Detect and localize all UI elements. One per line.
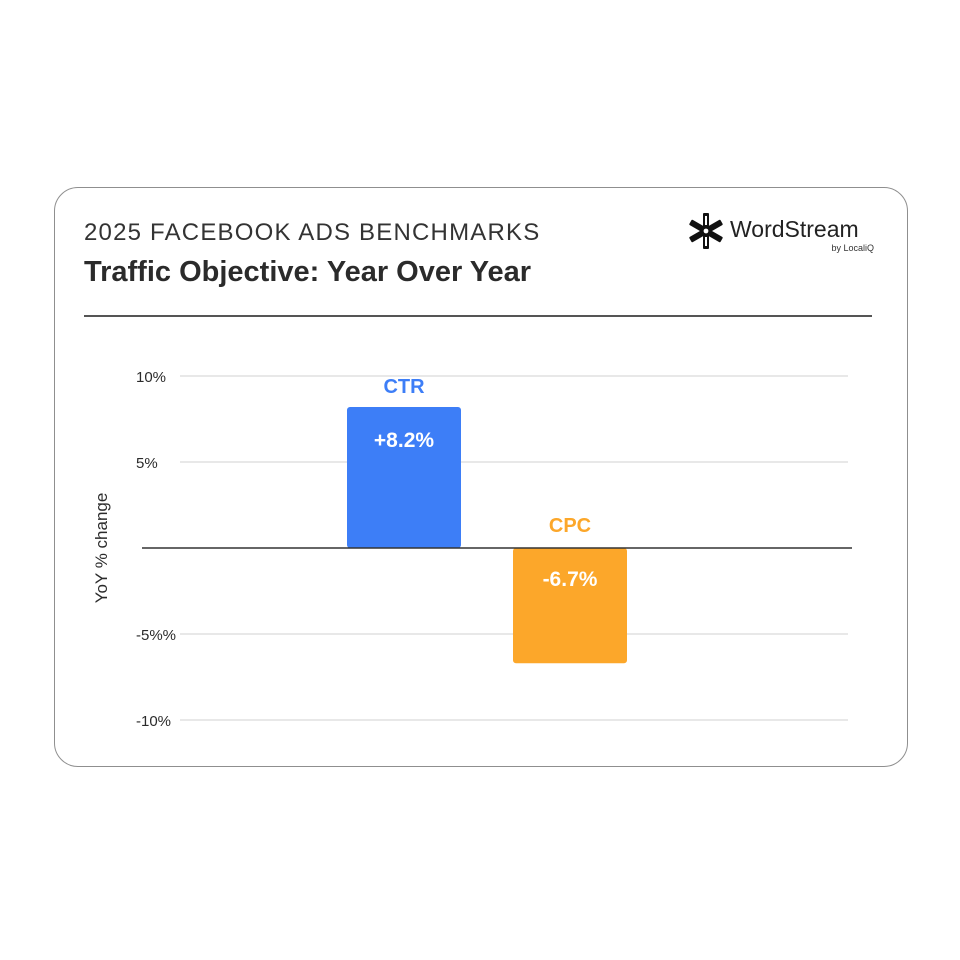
value-label-cpc: -6.7% [543, 568, 598, 591]
y-tick-label: 10% [136, 369, 166, 386]
chart-card [54, 187, 908, 767]
y-tick-label: 5% [136, 455, 158, 472]
logo-byline: by LocaliQ [831, 243, 874, 253]
grid-lines [180, 375, 848, 721]
y-tick-labels: 10% 5% -5%% -10% [136, 369, 176, 730]
bar-ctr [347, 406, 461, 548]
y-axis-label: YoY % change [92, 493, 111, 604]
bars [347, 406, 627, 664]
y-tick-label: -5%% [136, 627, 176, 644]
chart-title: Traffic Objective: Year Over Year [84, 256, 532, 288]
y-tick-label: -10% [136, 713, 171, 730]
header-divider [84, 315, 872, 317]
logo-wordmark: WordStream [730, 216, 859, 242]
chart-kicker: 2025 FACEBOOK ADS BENCHMARKS [84, 219, 541, 246]
wordstream-logo: WordStream by LocaliQ [688, 211, 878, 257]
wordstream-asterisk-icon [689, 213, 723, 249]
bar-labels: CTR +8.2% CPC -6.7% [374, 376, 598, 591]
category-label-ctr: CTR [383, 376, 425, 398]
category-label-cpc: CPC [549, 515, 591, 537]
bar-cpc [513, 548, 627, 664]
value-label-ctr: +8.2% [374, 429, 434, 452]
